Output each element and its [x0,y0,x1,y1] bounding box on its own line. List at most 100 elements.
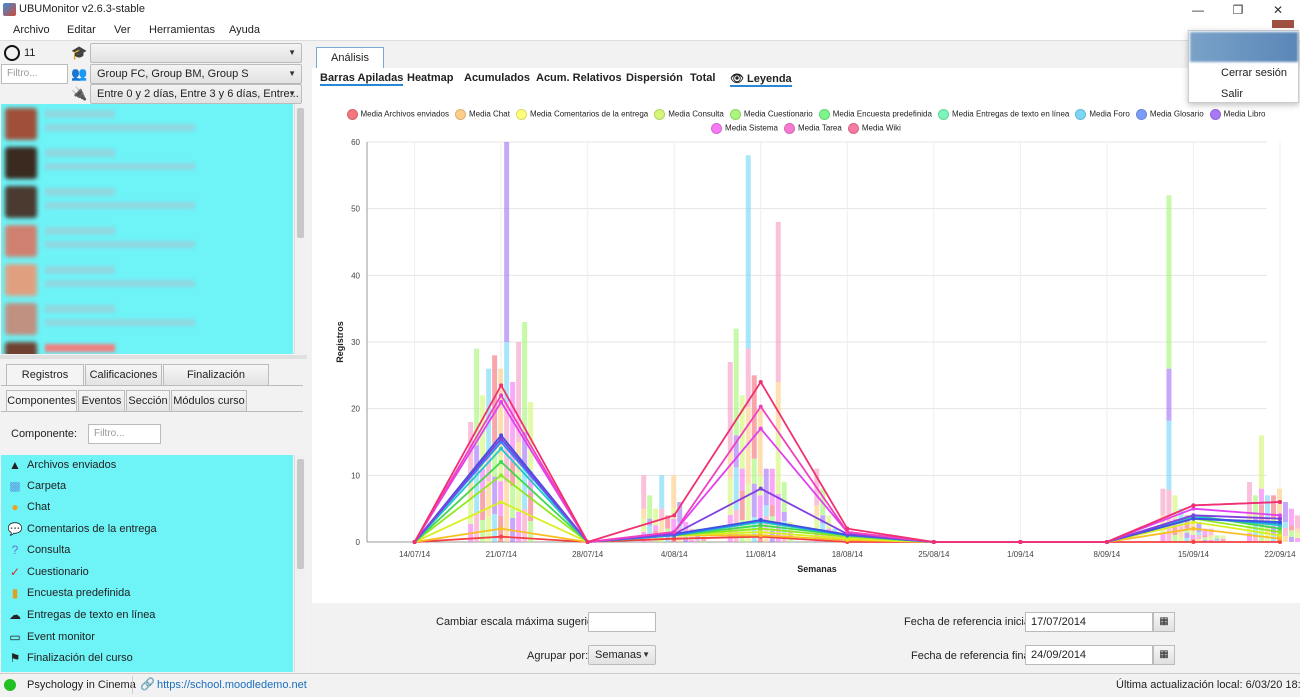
menu-editar[interactable]: Editar [67,24,96,36]
tab-modulos-curso[interactable]: Módulos curso [171,390,247,412]
component-list[interactable]: ▲ Archivos enviados ▩ Carpeta ● Chat 💬 Comen… [1,455,293,672]
exit-menu-item[interactable]: Salir [1221,88,1244,100]
minimize-icon[interactable]: — [1192,3,1204,17]
user-menu-popup: Cerrar sesión Salir [1188,30,1299,103]
list-item[interactable]: ✓ Cuestionario [7,562,89,582]
start-date-input[interactable]: 17/07/2014 [1025,612,1153,632]
group-icon: 👥 [71,66,88,81]
scrollbar-thumb[interactable] [297,459,304,569]
max-scale-input[interactable] [588,612,656,632]
list-item[interactable]: ▲ Archivos enviados [7,455,116,475]
component-list-scrollbar[interactable] [294,455,305,672]
y-tick-label: 50 [351,205,360,214]
series-point [1191,520,1196,524]
legend-item[interactable]: Media Entregas de texto en línea [937,109,1069,121]
avatar[interactable] [1272,20,1294,28]
menu-ver[interactable]: Ver [114,24,131,36]
cloud-upload-icon: ☁ [9,608,21,623]
bar-segment [814,505,820,517]
series-point [758,526,763,531]
tab-barras-apiladas[interactable]: Barras Apiladas [320,72,404,86]
tab-seccion[interactable]: Sección [126,390,170,412]
moodle-url-link[interactable]: https://school.moodledemo.net [157,679,307,691]
list-item-label: Chat [27,501,51,513]
list-item-label: Consulta [27,544,71,556]
avatar [5,225,37,257]
list-item[interactable] [1,182,293,221]
tab-dispersion[interactable]: Dispersión [626,72,683,84]
legend-item[interactable]: Media Comentarios de la entrega [515,109,648,121]
legend-item[interactable]: Media Foro [1075,109,1130,121]
list-item[interactable]: ● Chat [7,497,50,517]
list-item[interactable]: ⚑ Finalización del curso [7,648,133,668]
calendar-icon[interactable]: ▦ [1153,645,1175,665]
legend-item[interactable]: Media Glosario [1135,109,1204,121]
group-by-select[interactable]: Semanas ▼ [588,645,656,665]
bar-segment [826,515,832,529]
maximize-icon[interactable]: ❐ [1232,3,1244,17]
user-filter-input[interactable]: Filtro... [1,64,68,84]
tab-calificaciones[interactable]: Calificaciones [85,364,162,386]
tab-eventos[interactable]: Eventos [78,390,125,412]
end-date-input[interactable]: 24/09/2014 [1025,645,1153,665]
bar-segment [775,430,781,494]
bar-segment [1246,482,1252,512]
bar-segment [689,535,695,538]
inactivity-select[interactable]: Entre 0 y 2 días, Entre 3 y 6 días, Entr… [90,84,302,104]
legend-item[interactable]: Media Sistema [711,123,778,135]
tab-acumulados[interactable]: Acumulados [464,72,531,84]
legend-item[interactable]: Media Consulta [654,109,724,121]
tab-componentes[interactable]: Componentes [6,390,77,412]
tab-acum-relativos[interactable]: Acum. Relativos [536,72,622,84]
list-item[interactable]: ▮ Encuesta predefinida [7,583,131,603]
user-list[interactable] [1,104,293,354]
tab-heatmap[interactable]: Heatmap [407,72,454,84]
legend-item[interactable]: Media Encuesta predefinida [818,109,932,121]
bar-segment [745,348,751,407]
legend-item[interactable]: Media Wiki [847,123,901,135]
series-point [1191,540,1196,544]
list-item[interactable]: 💬 Comentarios de la entrega [7,519,157,539]
legend-item[interactable]: Media Cuestionario [729,109,813,121]
logout-menu-item[interactable]: Cerrar sesión [1221,67,1288,79]
list-item[interactable]: ☁ Entregas de texto en línea [7,605,155,625]
close-icon[interactable]: ✕ [1272,3,1284,17]
tab-total[interactable]: Total [690,72,716,84]
legend-item[interactable]: Media Chat [455,109,510,121]
legend-label: Media Chat [469,110,510,119]
list-item[interactable] [1,221,293,260]
legend-item[interactable]: Media Archivos enviados [346,109,449,121]
tab-leyenda[interactable]: 👁 Leyenda [730,72,792,87]
group-by-value: Semanas [595,649,642,661]
blurred-name [45,110,115,118]
tab-analisis-visual[interactable]: Análisis visual [316,47,384,84]
menu-ayuda[interactable]: Ayuda [229,24,260,36]
scrollbar-thumb[interactable] [297,108,304,238]
list-item[interactable] [1,338,293,354]
component-filter-input[interactable]: Filtro... [88,424,161,444]
bar-segment [745,484,751,542]
tab-registros[interactable]: Registros [6,364,84,386]
list-item[interactable] [1,143,293,182]
list-item[interactable] [1,299,293,338]
bar-segment [763,468,769,506]
group-select[interactable]: Group FC, Group BM, Group S ▼ [90,64,302,84]
list-item[interactable]: ▩ Carpeta [7,476,66,496]
tab-finalizacion-actividad[interactable]: Finalización Actividad [163,364,269,401]
menu-herramientas[interactable]: Herramientas [149,24,216,36]
list-item[interactable]: ? Consulta [7,540,71,560]
list-item[interactable] [1,104,293,143]
splitter[interactable] [0,355,307,359]
bar-segment [1282,528,1288,536]
bar-segment [757,408,763,476]
menu-archivo[interactable]: Archivo [13,24,50,36]
list-item[interactable] [1,260,293,299]
legend-item[interactable]: Media Libro [1209,109,1265,121]
bar-segment [647,535,653,542]
legend-item[interactable]: Media Tarea [783,123,842,135]
role-select[interactable]: ▼ [90,43,302,63]
user-list-scrollbar[interactable] [294,104,305,354]
calendar-icon[interactable]: ▦ [1153,612,1175,632]
bar-segment [1196,535,1202,539]
list-item[interactable]: ▭ Event monitor [7,627,95,647]
